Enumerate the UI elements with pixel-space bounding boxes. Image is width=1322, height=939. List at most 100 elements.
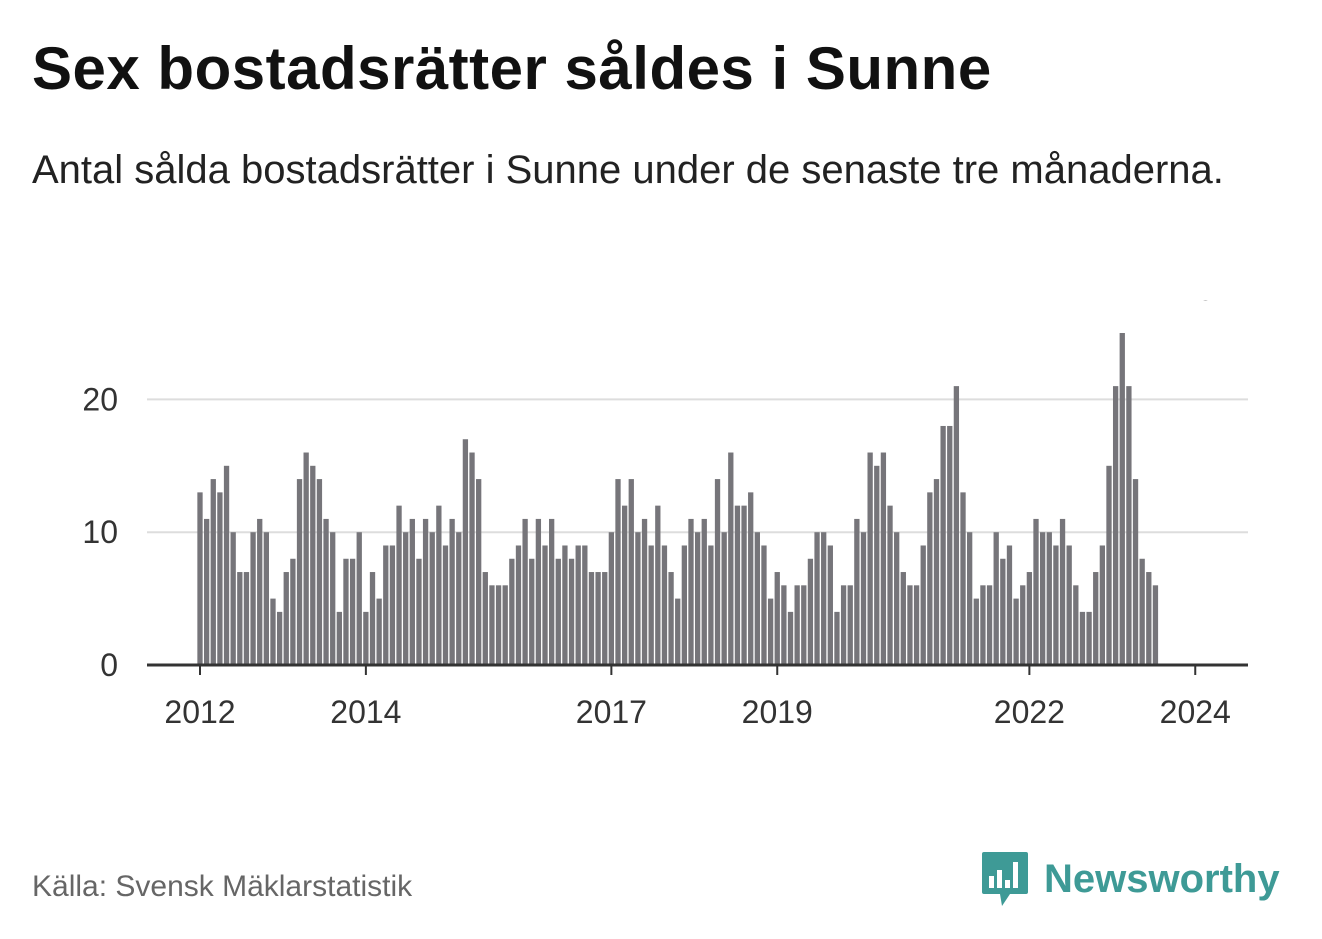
y-tick-label: 20	[82, 381, 118, 417]
bar	[509, 558, 515, 665]
bar	[913, 585, 920, 665]
bar	[515, 545, 522, 665]
bar	[568, 558, 575, 665]
bar	[296, 479, 303, 665]
bar	[701, 518, 707, 665]
x-tick-label: 2014	[330, 694, 401, 730]
bar	[827, 545, 833, 665]
source-note: Källa: Svensk Mäklarstatistik	[32, 870, 413, 903]
bar	[1112, 386, 1119, 665]
bar	[1013, 598, 1019, 665]
bar	[821, 532, 827, 665]
bar	[854, 518, 860, 665]
bar	[754, 532, 760, 665]
bar	[237, 572, 243, 665]
bar	[880, 452, 887, 665]
bar	[542, 545, 548, 665]
bar	[1146, 572, 1152, 665]
bar	[728, 452, 734, 665]
bar	[502, 585, 508, 665]
bar	[1006, 545, 1013, 665]
bar	[714, 479, 721, 665]
bar	[1053, 545, 1059, 665]
bar	[781, 585, 787, 665]
bar	[847, 585, 853, 665]
bar	[980, 585, 986, 665]
bar	[442, 545, 449, 665]
bar	[376, 598, 382, 665]
bar	[595, 572, 601, 665]
bar	[1026, 572, 1033, 665]
y-tick-label: 10	[82, 514, 118, 550]
bar	[582, 545, 588, 665]
y-tick-label: 0	[100, 647, 118, 683]
bar	[933, 479, 940, 665]
bar	[1099, 545, 1106, 665]
chart-title: Sex bostadsrätter såldes i Sunne	[32, 35, 992, 102]
bar	[688, 518, 694, 665]
bar	[330, 532, 336, 665]
bar	[263, 532, 269, 665]
bar	[1039, 532, 1046, 665]
bar	[535, 518, 542, 665]
bar	[807, 558, 814, 665]
bar	[840, 585, 847, 665]
bar	[243, 572, 250, 665]
bar	[940, 425, 946, 665]
bar	[303, 452, 309, 665]
x-tick-label: 2024	[1160, 694, 1231, 730]
bar	[257, 518, 263, 665]
highlight-data-label: 6	[1196, 300, 1214, 307]
bar	[363, 611, 369, 665]
bar	[429, 532, 435, 665]
bar	[1086, 611, 1092, 665]
bar	[283, 572, 289, 665]
x-tick-label: 2017	[576, 694, 647, 730]
bar	[721, 532, 727, 665]
bar	[409, 518, 415, 665]
x-tick-label: 2012	[164, 694, 235, 730]
bar	[967, 532, 973, 665]
bar	[310, 465, 316, 665]
x-tick-label: 2022	[994, 694, 1065, 730]
bar	[814, 532, 820, 665]
bar	[343, 558, 349, 665]
bar	[1126, 386, 1132, 665]
bar	[203, 518, 210, 665]
bar	[549, 518, 555, 665]
bar	[947, 425, 953, 665]
bar	[993, 532, 999, 665]
bar	[748, 492, 754, 665]
bar	[436, 505, 442, 665]
bar	[787, 611, 794, 665]
bar	[794, 585, 800, 665]
bar	[681, 545, 688, 665]
bar	[641, 518, 648, 665]
bar	[383, 545, 389, 665]
bar	[887, 505, 893, 665]
bar	[1000, 558, 1006, 665]
bar	[927, 492, 933, 665]
bar	[655, 505, 661, 665]
bar	[575, 545, 581, 665]
bar	[1033, 518, 1039, 665]
bar	[615, 479, 621, 665]
bar	[675, 598, 681, 665]
bar	[635, 532, 641, 665]
bar	[1152, 585, 1159, 665]
bar	[1132, 479, 1139, 665]
bar	[469, 452, 475, 665]
bar	[316, 479, 323, 665]
bar	[874, 465, 880, 665]
bar	[290, 558, 296, 665]
bar	[602, 572, 608, 665]
bar	[462, 439, 469, 665]
bar	[1073, 585, 1079, 665]
bar	[522, 518, 528, 665]
bar	[495, 585, 502, 665]
bar	[356, 532, 362, 665]
bar	[389, 545, 396, 665]
bar	[761, 545, 767, 665]
bar	[217, 492, 223, 665]
brand-logo: Newsworthy	[980, 850, 1280, 908]
